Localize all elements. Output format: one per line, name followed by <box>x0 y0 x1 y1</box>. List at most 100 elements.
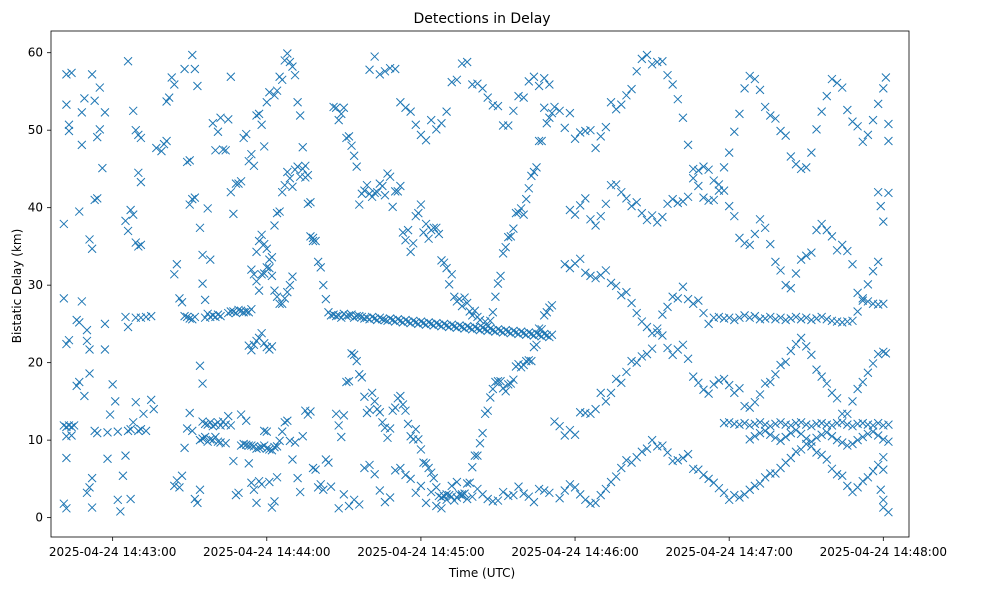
detection-point <box>611 281 621 291</box>
detection-point <box>87 244 97 254</box>
detection-point <box>282 49 292 58</box>
detection-point <box>853 307 862 316</box>
detection-point <box>247 441 256 450</box>
x-tick-label: 2025-04-24 14:43:00 <box>49 545 176 559</box>
detection-point <box>817 430 827 440</box>
detection-point <box>424 234 433 244</box>
detection-point <box>842 409 852 419</box>
detection-point <box>591 498 600 508</box>
detection-point <box>534 324 544 333</box>
detection-point <box>311 236 320 246</box>
detection-point <box>390 403 400 412</box>
detection-point <box>632 308 642 318</box>
detection-point <box>786 453 796 463</box>
detection-point <box>740 83 749 93</box>
detection-point <box>316 479 326 489</box>
detection-point <box>424 463 433 473</box>
detection-point <box>801 313 811 323</box>
detection-point <box>349 313 359 323</box>
detection-point <box>277 75 287 85</box>
detection-point <box>236 410 246 419</box>
detection-point <box>683 192 693 202</box>
detection-point <box>205 255 215 264</box>
detection-point <box>195 485 205 495</box>
detection-point <box>498 249 508 258</box>
detection-point <box>658 310 667 319</box>
detection-point <box>457 301 467 311</box>
detection-point <box>67 422 76 432</box>
detection-point <box>365 65 374 75</box>
detection-point <box>280 180 290 190</box>
detection-point <box>475 315 485 325</box>
detection-point <box>878 465 888 474</box>
detection-point <box>735 493 744 502</box>
detection-point <box>878 495 888 505</box>
detection-point <box>357 373 367 382</box>
detection-point <box>842 481 852 491</box>
detection-point <box>172 259 182 269</box>
detection-point <box>254 286 264 295</box>
detection-point <box>714 376 724 385</box>
detection-point <box>663 343 672 353</box>
detection-point <box>95 83 105 92</box>
detection-point <box>254 236 264 246</box>
detection-point <box>226 307 236 316</box>
detection-point <box>270 286 279 295</box>
detection-point <box>760 314 770 323</box>
detection-point <box>704 389 713 398</box>
detection-point <box>853 483 862 492</box>
detection-point <box>817 372 827 381</box>
detection-point <box>136 133 146 143</box>
detection-point <box>396 181 405 191</box>
detection-point <box>460 489 469 498</box>
detection-point <box>501 325 511 335</box>
detection-point <box>884 420 893 429</box>
detection-point <box>272 441 282 451</box>
detection-point <box>365 460 374 470</box>
detection-point <box>755 428 765 438</box>
detection-point <box>796 333 806 343</box>
detection-point <box>632 197 642 207</box>
detection-point <box>452 477 462 487</box>
detection-point <box>776 266 785 275</box>
detection-point <box>213 437 223 447</box>
detection-point <box>421 219 431 229</box>
detection-point <box>863 429 873 439</box>
detection-point <box>393 187 403 196</box>
detection-point <box>532 340 541 350</box>
detection-point <box>185 156 195 165</box>
detection-point <box>110 397 120 406</box>
detection-point <box>136 240 146 250</box>
detection-point <box>616 290 626 300</box>
detection-point <box>257 230 267 240</box>
detection-point <box>699 162 708 171</box>
detection-point <box>822 455 832 464</box>
detection-point <box>496 376 505 386</box>
detection-point <box>103 454 112 464</box>
detection-point <box>853 121 862 131</box>
detection-point <box>236 176 246 186</box>
detection-point <box>693 166 703 175</box>
detection-point <box>213 310 223 319</box>
detection-point <box>388 202 398 212</box>
detection-point <box>347 348 356 358</box>
detection-point <box>514 207 523 217</box>
detection-point <box>848 439 857 449</box>
detection-point <box>293 162 302 171</box>
detection-point <box>565 479 575 489</box>
detection-point <box>547 330 557 340</box>
detection-point <box>606 388 616 398</box>
detection-point <box>64 335 74 345</box>
detection-point <box>642 322 652 332</box>
detection-point <box>408 238 418 248</box>
detection-point <box>863 280 873 289</box>
detection-point <box>331 311 341 321</box>
detection-point <box>254 109 264 119</box>
detection-point <box>128 210 138 220</box>
detection-point <box>601 484 611 494</box>
y-tick-label: 0 <box>35 511 43 525</box>
detection-point <box>123 226 133 236</box>
detection-point <box>216 311 225 321</box>
detection-point <box>729 315 739 325</box>
detection-point <box>396 463 405 473</box>
